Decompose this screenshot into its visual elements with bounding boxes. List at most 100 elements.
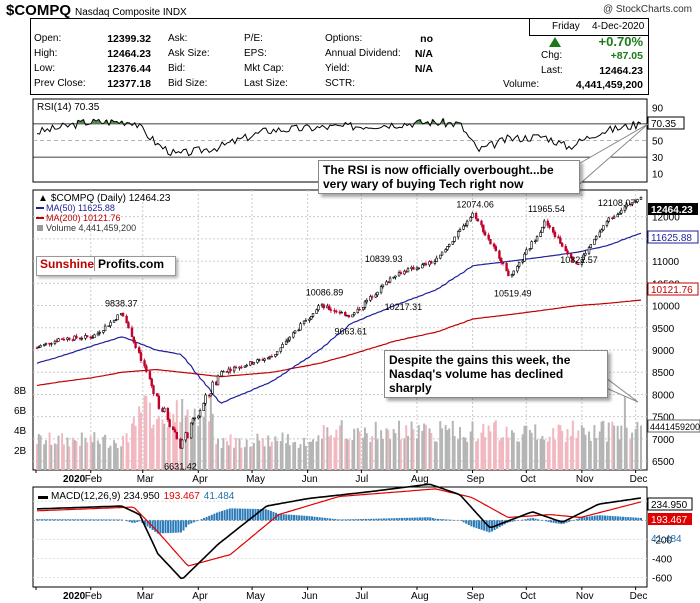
macd-hist-bar [529,518,532,521]
volume-bar [534,424,537,470]
macd-hist-bar [262,509,265,521]
candle-body [630,202,634,205]
candle-body [440,251,444,256]
candle-body [284,340,288,345]
macd-hist-bar [550,520,553,523]
macd-hist-bar [537,519,540,521]
volume-bar [607,422,610,470]
macd-hist-bar [588,516,591,521]
month-label: Aug [411,591,429,602]
bid-size-label: Bid Size: [168,78,208,89]
macd-hist-bar [221,510,224,521]
macd-hist-bar [151,520,154,530]
candle-body [406,268,410,273]
candle-body [458,229,462,232]
volume-bar [315,441,318,470]
macd-hist-bar [205,516,208,521]
macd-hist-bar [107,519,110,521]
price-annotation: 10217.31 [385,302,423,312]
volume-bar [371,436,374,470]
candle-body [304,320,308,322]
macd-hist-bar [483,520,486,531]
macd-hist-bar [69,519,72,521]
volume-bar [93,432,96,470]
volume-bar [580,425,583,470]
volume-bar [204,399,207,470]
macd-hist-bar [257,508,260,521]
macd-hist-bar [609,515,612,521]
volume-bar [268,446,271,470]
macd-hist-bar [478,520,481,530]
month-label: Sep [467,474,485,485]
macd-hist-bar [444,519,447,521]
candle-body [35,347,39,349]
candle-body [243,365,247,368]
candle-body [317,305,320,311]
volume-bar [365,433,368,470]
volume-bar [446,430,449,470]
index-name: Nasdaq Composite INDX [75,7,187,18]
watermark: @ StockCharts.com [602,4,692,15]
options-label: Options: [325,33,363,44]
candle-body [134,341,137,348]
macd-hist-bar [344,519,347,521]
macd-hist-bar [611,516,614,521]
macd-hist-bar [167,520,170,534]
ma50-legend: MA(50) 11625.88 [46,203,115,213]
macd-hist-bar [398,518,401,521]
macd-legend-macd: 234.950 [123,491,160,502]
candle-body [541,226,544,233]
price-annotation: 6631.42 [164,461,197,471]
macd-hist-bar [56,519,59,521]
volume-bar [156,418,159,470]
candle-body [584,252,587,256]
candle-body [598,231,601,237]
macd-hist-bar [244,508,247,521]
volume-bar [139,412,142,470]
macd-hist-bar [568,520,571,522]
candle-body [451,241,455,245]
macd-hist-bar [223,510,226,521]
macd-hist-bar [143,520,146,525]
macd-hist-bar [190,520,193,524]
macd-legend-hist: 41.484 [204,491,235,502]
volume-bar [466,441,469,470]
macd-hist-bar [336,519,339,521]
volume-bar [577,430,580,470]
candle-body [482,224,485,233]
candle-body [625,203,628,208]
candle-body [376,291,379,296]
volume-bar [329,435,332,470]
candle-body [245,364,248,367]
macd-hist-bar [105,519,108,521]
macd-hist-bar [341,519,344,521]
macd-hist-bar [311,516,314,521]
candle-body [639,196,643,200]
macd-hist-bar [82,519,85,521]
macd-hist-bar [416,517,419,521]
price-annotation: 10519.49 [494,288,532,298]
candle-body [607,217,610,222]
macd-hist-bar [326,518,329,521]
macd-hist-bar [313,516,316,521]
macd-hist-bar [622,516,625,521]
volume-tick-label: 8B [14,386,27,397]
candle-body [322,304,325,309]
macd-hist-bar [331,518,334,521]
volume-bar [458,427,461,470]
candle-body [292,332,295,338]
volume-bar [190,424,193,470]
volume-bar [225,441,228,470]
ask-size-label: Ask Size: [168,48,210,59]
candle-body [302,320,306,325]
volume-bar [326,427,329,470]
volume-bar [498,440,501,470]
rsi-value-box-text: 70.35 [651,119,676,130]
volume-bar [193,408,196,470]
macd-hist-bar [357,519,360,521]
volume-bar [220,447,223,470]
volume-bar [561,430,564,470]
macd-hist-bar [552,520,555,523]
macd-hist-bar [241,508,244,521]
macd-hist-bar [128,520,131,522]
